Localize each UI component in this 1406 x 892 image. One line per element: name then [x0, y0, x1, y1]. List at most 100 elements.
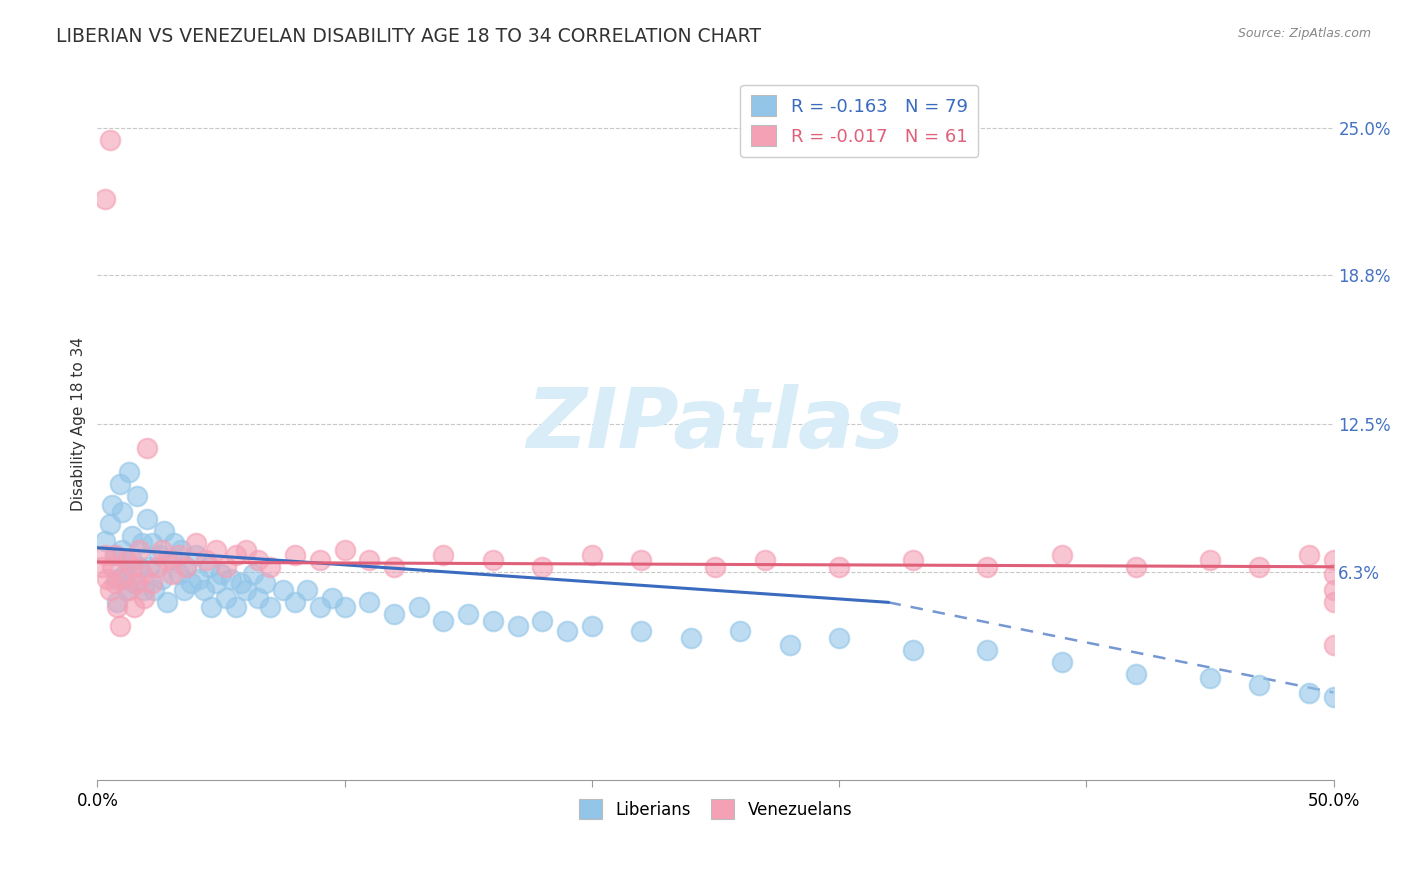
Text: LIBERIAN VS VENEZUELAN DISABILITY AGE 18 TO 34 CORRELATION CHART: LIBERIAN VS VENEZUELAN DISABILITY AGE 18… [56, 27, 761, 45]
Point [125, 489, 148, 503]
Point [271, 583, 294, 598]
Point [359, 595, 381, 609]
Point [114, 566, 136, 581]
Point [121, 559, 143, 574]
Point [121, 552, 143, 566]
Point [105, 595, 128, 609]
Point [124, 600, 146, 615]
Point [141, 536, 163, 550]
Point [121, 529, 143, 543]
Point [150, 543, 173, 558]
Point [728, 624, 751, 638]
Point [131, 566, 153, 581]
Point [1199, 671, 1222, 685]
Point [98, 583, 121, 598]
Point [1298, 685, 1320, 699]
Point [104, 576, 127, 591]
Point [235, 543, 257, 558]
Point [125, 576, 148, 591]
Point [408, 600, 430, 615]
Point [1322, 690, 1344, 705]
Point [333, 543, 356, 558]
Point [1125, 559, 1147, 574]
Point [531, 615, 554, 629]
Point [111, 505, 134, 519]
Point [118, 465, 141, 479]
Point [111, 543, 134, 558]
Point [359, 552, 381, 566]
Point [128, 543, 150, 558]
Point [124, 576, 146, 591]
Point [134, 591, 156, 605]
Point [173, 583, 195, 598]
Point [98, 517, 121, 532]
Point [200, 600, 222, 615]
Point [170, 543, 193, 558]
Point [284, 595, 307, 609]
Point [138, 559, 160, 574]
Point [229, 576, 252, 591]
Y-axis label: Disability Age 18 to 34: Disability Age 18 to 34 [72, 337, 86, 511]
Point [259, 559, 281, 574]
Text: Source: ZipAtlas.com: Source: ZipAtlas.com [1237, 27, 1371, 40]
Point [94, 192, 117, 206]
Point [432, 615, 454, 629]
Point [135, 441, 157, 455]
Point [555, 624, 578, 638]
Point [308, 600, 330, 615]
Point [101, 498, 124, 512]
Point [163, 536, 186, 550]
Point [153, 524, 176, 538]
Point [111, 572, 134, 586]
Point [482, 615, 505, 629]
Text: ZIPatlas: ZIPatlas [526, 384, 904, 465]
Legend: Liberians, Venezuelans: Liberians, Venezuelans [572, 793, 859, 825]
Point [115, 552, 138, 566]
Point [1322, 583, 1344, 598]
Point [1249, 678, 1271, 692]
Point [828, 631, 851, 645]
Point [259, 600, 281, 615]
Point [155, 595, 177, 609]
Point [779, 638, 801, 652]
Point [209, 566, 232, 581]
Point [105, 600, 128, 615]
Point [247, 591, 270, 605]
Point [128, 559, 150, 574]
Point [94, 548, 117, 562]
Point [134, 583, 156, 598]
Point [98, 133, 121, 147]
Point [186, 548, 208, 562]
Point [150, 572, 173, 586]
Point [176, 559, 198, 574]
Point [1298, 548, 1320, 562]
Point [1050, 548, 1073, 562]
Point [976, 642, 998, 657]
Point [630, 624, 652, 638]
Point [193, 583, 215, 598]
Point [145, 559, 167, 574]
Point [581, 548, 603, 562]
Point [143, 583, 166, 598]
Point [1199, 552, 1222, 566]
Point [215, 559, 238, 574]
Point [581, 619, 603, 633]
Point [506, 619, 529, 633]
Point [104, 548, 127, 562]
Point [235, 583, 257, 598]
Point [1322, 638, 1344, 652]
Point [96, 572, 118, 586]
Point [382, 559, 405, 574]
Point [115, 583, 138, 598]
Point [225, 548, 247, 562]
Point [215, 591, 238, 605]
Point [254, 576, 277, 591]
Point [1322, 552, 1344, 566]
Point [205, 576, 228, 591]
Point [284, 548, 307, 562]
Point [160, 552, 183, 566]
Point [101, 559, 124, 574]
Point [167, 548, 190, 562]
Point [205, 543, 228, 558]
Point [131, 536, 153, 550]
